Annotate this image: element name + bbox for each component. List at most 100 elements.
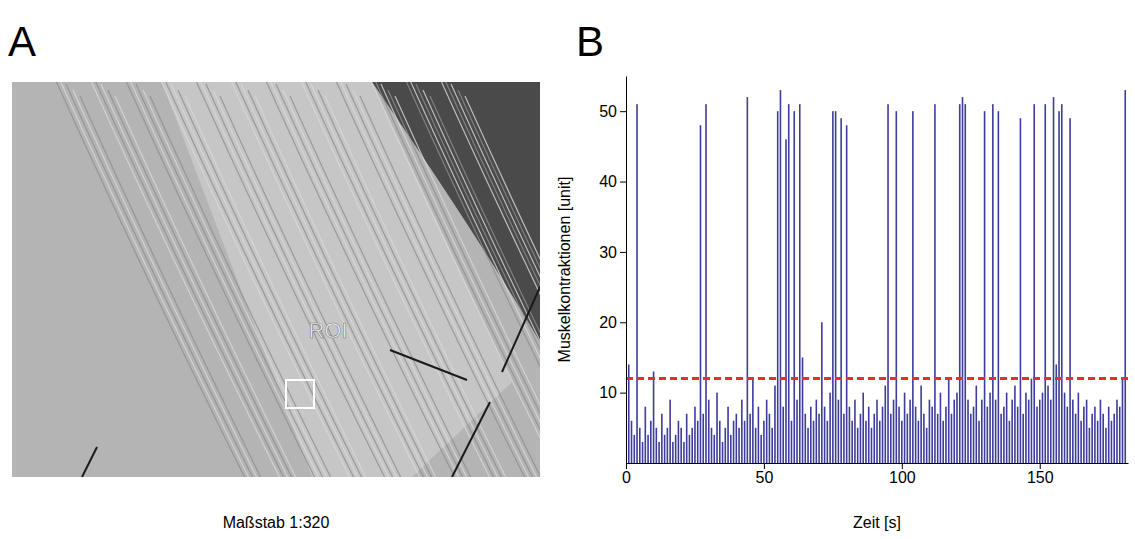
bar xyxy=(683,442,685,463)
fibre-streak xyxy=(290,96,490,477)
bar xyxy=(931,407,933,463)
bar xyxy=(1011,400,1013,463)
bar xyxy=(1006,393,1008,463)
fibre-streak xyxy=(234,82,434,477)
bar xyxy=(1039,400,1041,463)
bar xyxy=(1094,407,1096,463)
bar xyxy=(934,104,936,463)
bar xyxy=(882,407,884,463)
y-tick-mark xyxy=(620,182,626,183)
fibre-streak xyxy=(101,84,301,477)
fibre-streak xyxy=(255,96,455,477)
bar xyxy=(741,400,743,463)
bar xyxy=(940,393,942,463)
y-tick-mark xyxy=(620,111,626,112)
x-axis: 050100150 xyxy=(622,463,1128,486)
figure: AROIMaßstab 1:320B0501001501020304050Zei… xyxy=(0,0,1135,539)
bar xyxy=(661,414,663,463)
fibre-streak xyxy=(241,84,441,477)
y-tick-mark xyxy=(620,393,626,394)
bar xyxy=(1078,393,1080,463)
bar xyxy=(948,379,950,463)
bar xyxy=(816,400,818,463)
bar xyxy=(953,400,955,463)
x-tick-label: 50 xyxy=(756,469,774,486)
bar xyxy=(813,421,815,463)
micrograph xyxy=(12,82,540,477)
bar xyxy=(1108,407,1110,463)
y-tick-label: 10 xyxy=(599,384,617,401)
bar xyxy=(851,421,853,463)
bar xyxy=(975,386,977,463)
fibre-streak xyxy=(66,84,266,477)
bar xyxy=(752,379,754,463)
bar xyxy=(926,428,928,463)
bar xyxy=(1025,393,1027,463)
bar xyxy=(945,407,947,463)
fibre-streak xyxy=(164,82,364,477)
bar xyxy=(758,407,760,463)
bar xyxy=(636,104,638,463)
bar xyxy=(738,428,740,463)
y-tick-label: 50 xyxy=(599,103,617,120)
fibre-streaks xyxy=(52,82,540,477)
fibre-streak xyxy=(381,84,540,477)
bar xyxy=(807,428,809,463)
panel-letter: B xyxy=(576,18,604,65)
bar xyxy=(1069,118,1071,463)
fibre-streak xyxy=(171,84,371,477)
bar xyxy=(846,125,848,463)
bar xyxy=(697,421,699,463)
bar xyxy=(970,414,972,463)
bar xyxy=(1089,428,1091,463)
bar xyxy=(675,435,677,463)
fibre-streak xyxy=(458,90,540,477)
bar xyxy=(1020,118,1022,463)
bar xyxy=(678,421,680,463)
bar xyxy=(804,414,806,463)
bar xyxy=(912,111,914,463)
fibre-streak xyxy=(185,96,385,477)
bar xyxy=(788,104,790,463)
image-caption: Maßstab 1:320 xyxy=(223,514,330,531)
y-axis-title: Muskelkontraktionen [unit] xyxy=(556,177,573,363)
bar xyxy=(664,435,666,463)
bar xyxy=(810,407,812,463)
bar xyxy=(633,435,635,463)
bar xyxy=(647,435,649,463)
bar xyxy=(769,414,771,463)
bar xyxy=(680,428,682,463)
fibre-streak xyxy=(367,82,540,477)
bar xyxy=(719,421,721,463)
bar xyxy=(1009,421,1011,463)
bar xyxy=(873,414,875,463)
bar xyxy=(1119,407,1121,463)
bar xyxy=(818,414,820,463)
bar xyxy=(667,428,669,463)
bar xyxy=(705,104,707,463)
bar xyxy=(733,421,735,463)
x-tick-mark xyxy=(626,463,627,469)
bar xyxy=(909,400,911,463)
bar xyxy=(832,111,834,463)
y-tick: 40 xyxy=(599,173,626,190)
bar xyxy=(1061,104,1063,463)
bar xyxy=(1083,407,1085,463)
y-tick-label: 40 xyxy=(599,173,617,190)
x-tick-mark xyxy=(764,463,765,469)
fibre-streak xyxy=(409,82,540,477)
bar xyxy=(967,400,969,463)
bar xyxy=(978,421,980,463)
roi-box xyxy=(286,380,314,408)
panel-letter: A xyxy=(8,18,36,65)
bar xyxy=(860,414,862,463)
bar xyxy=(1036,407,1038,463)
bar xyxy=(1100,400,1102,463)
x-axis-line xyxy=(627,463,1129,464)
bar xyxy=(959,104,961,463)
bar xyxy=(749,414,751,463)
fibre-streak xyxy=(199,82,399,477)
bar xyxy=(694,407,696,463)
x-axis-title: Zeit [s] xyxy=(853,514,901,531)
bar xyxy=(995,400,997,463)
